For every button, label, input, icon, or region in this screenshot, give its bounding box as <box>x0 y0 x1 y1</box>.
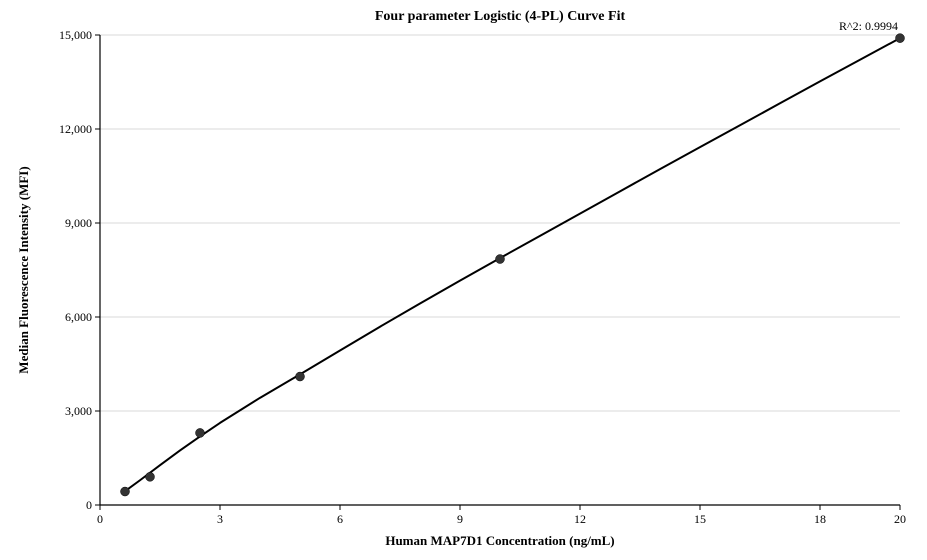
y-tick-label: 0 <box>86 498 92 512</box>
chart-title: Four parameter Logistic (4-PL) Curve Fit <box>375 9 626 24</box>
x-tick-label: 3 <box>217 512 223 526</box>
y-tick-label: 12,000 <box>59 122 92 136</box>
y-axis-label: Median Fluorescence Intensity (MFI) <box>16 166 31 373</box>
data-point <box>121 487 130 496</box>
x-tick-label: 9 <box>457 512 463 526</box>
data-point <box>296 372 305 381</box>
chart-background <box>0 0 927 560</box>
x-tick-label: 15 <box>694 512 706 526</box>
y-tick-label: 3,000 <box>65 404 92 418</box>
x-axis-label: Human MAP7D1 Concentration (ng/mL) <box>385 533 614 548</box>
data-point <box>196 428 205 437</box>
data-point <box>896 34 905 43</box>
y-tick-label: 6,000 <box>65 310 92 324</box>
x-tick-minor-label: 20 <box>894 512 906 526</box>
data-point <box>496 255 505 264</box>
r-squared-annotation: R^2: 0.9994 <box>839 19 898 33</box>
x-tick-label: 12 <box>574 512 586 526</box>
y-tick-label: 9,000 <box>65 216 92 230</box>
x-tick-label: 18 <box>814 512 826 526</box>
y-tick-label: 15,000 <box>59 28 92 42</box>
data-point <box>146 472 155 481</box>
x-tick-label: 0 <box>97 512 103 526</box>
x-tick-label: 6 <box>337 512 343 526</box>
chart-svg: 0 3 6 9 12 15 18 20 0 3,000 6,000 9,000 12,000 15,000… <box>0 0 927 560</box>
chart-container: 0 3 6 9 12 15 18 20 0 3,000 6,000 9,000 12,000 15,000… <box>0 0 927 560</box>
